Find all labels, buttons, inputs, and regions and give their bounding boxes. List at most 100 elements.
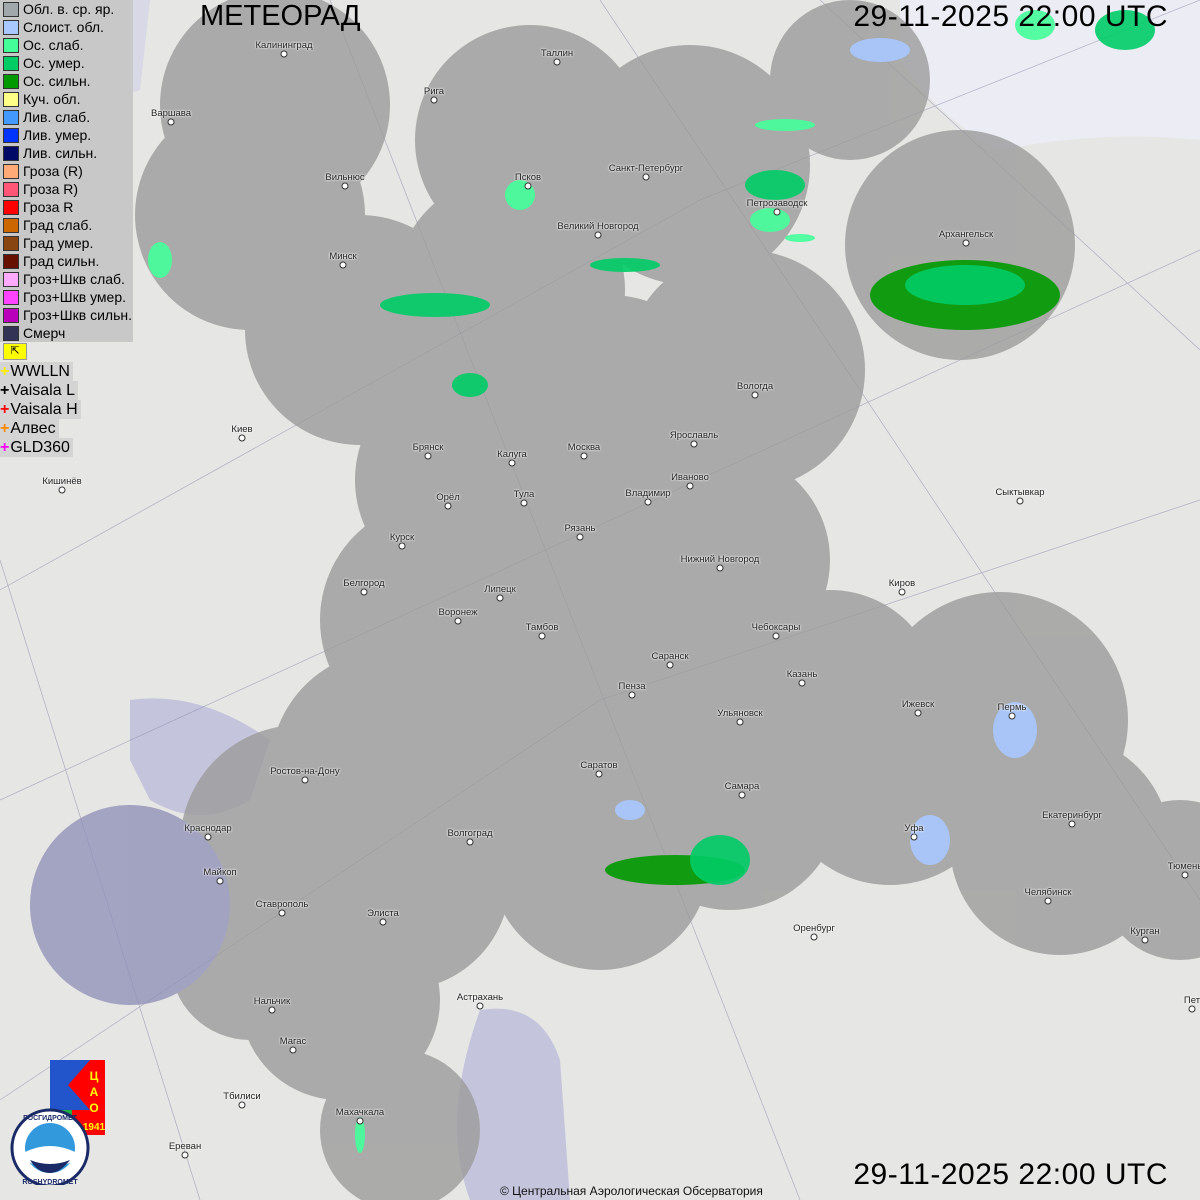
city-label: Кишинёв (42, 476, 82, 487)
logos: Ц А О 1941 РОСГИДРОМЕТ ROSHYDROMET (10, 1060, 110, 1190)
city-marker (1181, 871, 1189, 879)
lightning-label: Vaisala L (10, 382, 75, 399)
city-marker (810, 933, 818, 941)
legend-label: Град слаб. (23, 217, 93, 233)
city-marker (751, 391, 759, 399)
legend-item: Лив. умер. (0, 126, 133, 144)
city-label: Минск (329, 251, 357, 262)
precip-area (1095, 10, 1155, 50)
datetime-bottom: 29-11-2025 22:00 UTC (853, 1158, 1168, 1191)
city-label: Саранск (651, 651, 689, 662)
city-label: Киров (888, 578, 916, 589)
city-label: Тюмень (1167, 861, 1200, 872)
city-marker (798, 679, 806, 687)
city-label: Нижний Новгород (680, 554, 760, 565)
city-label: Санкт-Петербург (608, 163, 684, 174)
city-marker (398, 542, 406, 550)
city-label: Рязань (564, 523, 596, 534)
precip-area (910, 815, 950, 865)
city-label: Ижевск (901, 699, 935, 710)
city-marker (538, 632, 546, 640)
legend-item: Ос. умер. (0, 54, 133, 72)
city-marker (628, 691, 636, 699)
city-marker (524, 182, 532, 190)
city-label: Краснодар (184, 823, 232, 834)
city-label: Великий Новгород (557, 221, 639, 232)
city-label: Ереван (168, 1141, 202, 1152)
city-label: Волгоград (447, 828, 493, 839)
precip-area (755, 119, 815, 131)
city-marker (181, 1151, 189, 1159)
legend-item: Куч. обл. (0, 90, 133, 108)
copyright: © Центральная Аэрологическая Обсерватори… (500, 1184, 763, 1198)
city-marker (1016, 497, 1024, 505)
city-marker (1068, 820, 1076, 828)
city-marker (216, 877, 224, 885)
city-label: Архангельск (938, 229, 994, 240)
legend-swatch (3, 289, 19, 305)
city-label: Ростов-на-Дону (270, 766, 340, 777)
city-label: Курган (1130, 926, 1160, 937)
city-marker (644, 498, 652, 506)
app-title: МЕТЕОРАД (200, 0, 361, 32)
city-marker (642, 173, 650, 181)
plus-icon: + (0, 363, 10, 380)
cursor-arrow-icon[interactable]: ⇱ (3, 343, 27, 360)
legend-swatch (3, 127, 19, 143)
precip-area (590, 258, 660, 272)
legend-swatch (3, 325, 19, 341)
precip-area (148, 242, 172, 278)
city-marker (738, 791, 746, 799)
legend: Обл. в. ср. яр. Слоист. обл. Ос. слаб. Ос. … (0, 0, 133, 342)
legend-label: Обл. в. ср. яр. (23, 1, 115, 17)
city-label: Таллин (540, 48, 574, 59)
city-marker (356, 1117, 364, 1125)
legend-swatch (3, 181, 19, 197)
city-marker (772, 632, 780, 640)
precip-area (993, 702, 1037, 758)
legend-item: Лив. слаб. (0, 108, 133, 126)
city-label: Оренбург (793, 923, 835, 934)
city-label: Рига (423, 86, 445, 97)
city-marker (454, 617, 462, 625)
city-label: Калуга (497, 449, 527, 460)
legend-label: Град сильн. (23, 253, 100, 269)
lightning-legend-item: +GLD360 (0, 438, 73, 457)
city-marker (1141, 936, 1149, 944)
city-marker (379, 918, 387, 926)
city-label: Тбилиси (223, 1091, 261, 1102)
city-marker (716, 564, 724, 572)
city-marker (444, 502, 452, 510)
legend-swatch (3, 91, 19, 107)
city-marker (238, 434, 246, 442)
city-marker (476, 1002, 484, 1010)
city-marker (773, 208, 781, 216)
precip-area (750, 208, 790, 232)
city-label: Петрозаводск (746, 198, 808, 209)
city-marker (280, 50, 288, 58)
plus-icon: + (0, 382, 10, 399)
city-marker (898, 588, 906, 596)
legend-label: Гроза R) (23, 181, 79, 197)
city-marker (914, 709, 922, 717)
city-label: Майкоп (203, 867, 237, 878)
legend-item: Смерч (0, 324, 133, 342)
precip-area (452, 373, 488, 397)
city-label: Вологда (736, 381, 774, 392)
precipitation (148, 10, 1155, 1153)
legend-swatch (3, 163, 19, 179)
city-marker (466, 838, 474, 846)
city-label: Владимир (625, 488, 671, 499)
svg-text:А: А (90, 1085, 99, 1099)
city-marker (268, 1006, 276, 1014)
plus-icon: + (0, 439, 10, 456)
city-marker (341, 182, 349, 190)
city-label: Ставрополь (255, 899, 309, 910)
city-label: Белгород (343, 578, 385, 589)
legend-item: Град умер. (0, 234, 133, 252)
legend-label: Град умер. (23, 235, 94, 251)
datetime-top: 29-11-2025 22:00 UTC (853, 0, 1168, 33)
city-marker (424, 452, 432, 460)
city-marker (520, 499, 528, 507)
